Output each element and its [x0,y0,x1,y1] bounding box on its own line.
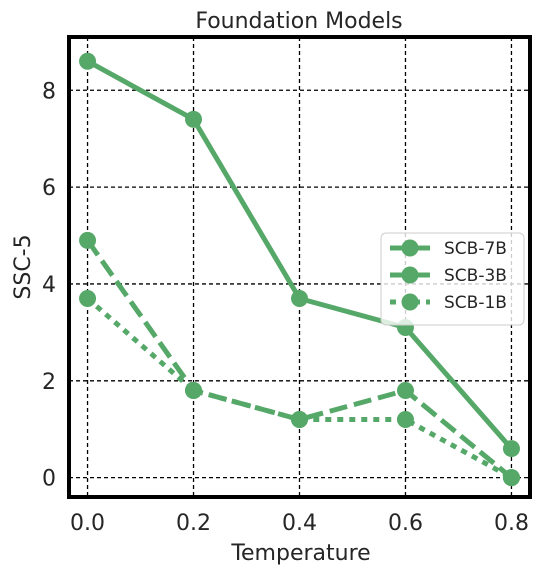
data-point [79,231,97,249]
legend-marker [401,266,419,284]
y-ticks: 0 2 4 6 8 [42,79,56,491]
x-tick-label: 0.8 [494,511,529,536]
y-tick-label: 0 [42,467,56,492]
chart-title: Foundation Models [195,9,402,34]
legend-label: SCB-3B [444,266,507,286]
x-axis-label: Temperature [230,541,370,566]
data-point [291,289,308,307]
y-tick-label: 6 [42,176,56,201]
series-layer [79,52,520,487]
y-axis-label: SSC-5 [11,234,36,299]
x-tick-label: 0.6 [388,511,423,536]
x-ticks: 0.0 0.2 0.4 0.6 0.8 [70,511,529,536]
legend[interactable]: SCB-7B SCB-3B SCB-1B [380,232,525,326]
plot-frame [67,35,532,499]
y-tick-label: 4 [42,273,56,298]
y-tick-label: 8 [42,79,56,104]
legend-label: SCB-1B [444,293,507,313]
x-tick-label: 0.2 [176,511,211,536]
x-tick-label: 0.4 [282,511,317,536]
data-point [185,110,203,128]
legend-marker [401,293,419,311]
data-point [396,411,414,429]
data-point [502,440,520,458]
data-point [396,381,414,399]
data-point [291,411,308,429]
series-SCB-7B [79,52,520,458]
data-point [79,289,97,307]
data-point [79,52,97,70]
data-point [185,381,203,399]
legend-marker [401,239,419,257]
series-line [85,296,513,480]
data-point [502,469,520,487]
legend-label: SCB-7B [444,239,507,259]
series-SCB-1B [79,289,520,487]
x-tick-label: 0.0 [70,511,105,536]
y-tick-label: 2 [42,370,56,395]
